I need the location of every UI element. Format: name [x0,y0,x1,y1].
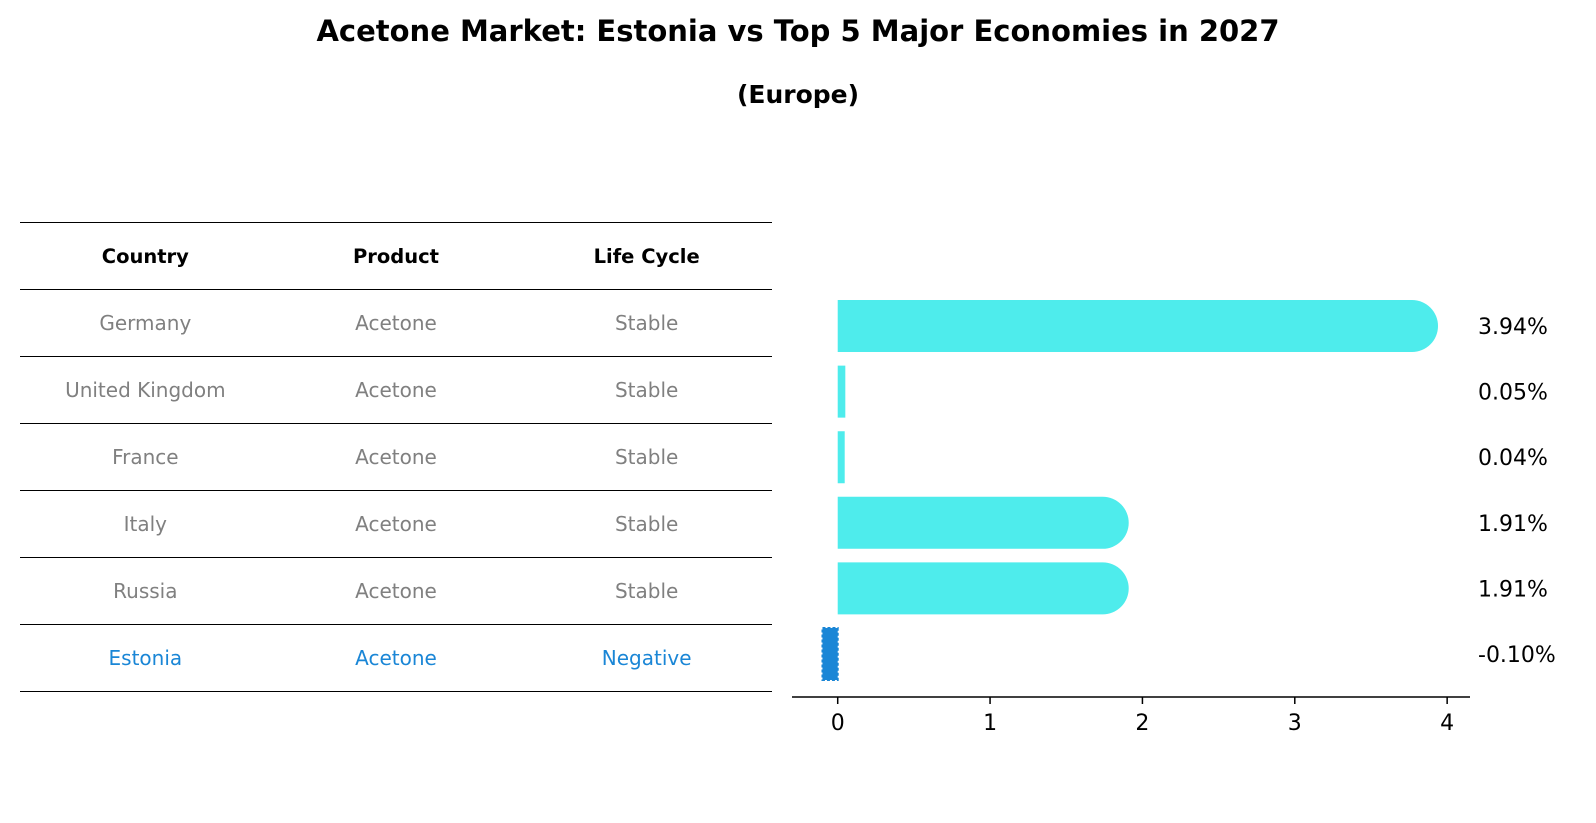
cell-product: Acetone [270,289,522,357]
cell-life-cycle: Stable [521,557,772,625]
cell-country: France [20,423,271,491]
x-tick-label: 2 [1135,711,1149,736]
cell-country: Russia [20,557,271,625]
table-row: United Kingdom Acetone Stable [20,356,772,424]
header-country: Country [20,222,271,290]
cell-country: United Kingdom [20,356,271,424]
cell-product: Acetone [270,557,522,625]
table-row-highlight: Estonia Acetone Negative [20,624,772,692]
cell-country: Italy [20,490,271,558]
table-row: Germany Acetone Stable [20,289,772,357]
cell-life-cycle: Negative [521,624,772,692]
bar [837,300,1439,352]
bar [837,562,1129,615]
cell-country: Germany [20,289,271,357]
chart-title: Acetone Market: Estonia vs Top 5 Major E… [316,14,1280,48]
cell-product: Acetone [270,356,522,424]
bar-value-label: 1.91% [1478,577,1548,602]
bar [837,496,1129,549]
cell-life-cycle: Stable [521,490,772,558]
bar [837,431,845,484]
bar [837,365,846,418]
bar-value-label: 1.91% [1478,512,1548,537]
header-product: Product [270,222,522,290]
table-row: Russia Acetone Stable [20,557,772,625]
table-row: France Acetone Stable [20,423,772,491]
bar-value-label: 0.05% [1478,381,1548,406]
bar-negative [821,627,839,681]
table-row: Italy Acetone Stable [20,490,772,558]
cell-product: Acetone [270,490,522,558]
bar-value-label: 3.94% [1478,315,1548,340]
market-table: Country Product Life Cycle Germany Aceto… [20,222,772,692]
cell-product: Acetone [270,624,522,692]
cell-product: Acetone [270,423,522,491]
cell-life-cycle: Stable [521,423,772,491]
x-tick-label: 0 [831,711,845,736]
table-header-row: Country Product Life Cycle [20,222,772,290]
x-tick-label: 4 [1440,711,1454,736]
x-tick-label: 1 [983,711,997,736]
bar-value-label: 0.04% [1478,446,1548,471]
cell-life-cycle: Stable [521,356,772,424]
cell-life-cycle: Stable [521,289,772,357]
chart-subtitle: (Europe) [736,80,860,109]
bar-value-label: -0.10% [1478,643,1556,668]
cell-country: Estonia [20,624,271,692]
header-life-cycle: Life Cycle [521,222,772,290]
x-tick-label: 3 [1288,711,1302,736]
